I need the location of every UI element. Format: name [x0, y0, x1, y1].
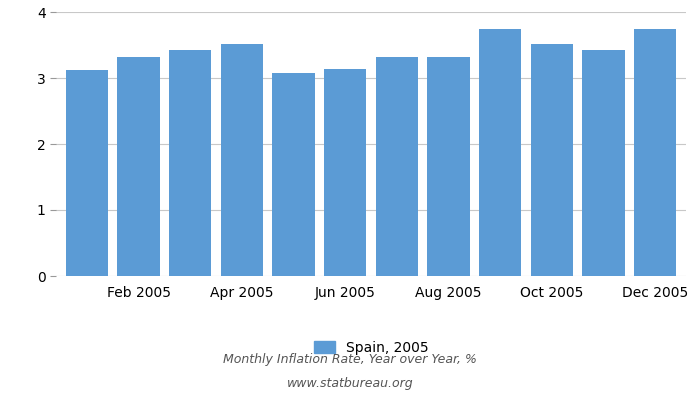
Bar [376, 57, 418, 276]
Text: Monthly Inflation Rate, Year over Year, %: Monthly Inflation Rate, Year over Year, … [223, 354, 477, 366]
Bar [634, 29, 676, 276]
Bar [118, 57, 160, 276]
Bar [324, 69, 366, 276]
Bar [220, 44, 263, 276]
Bar [169, 50, 211, 276]
Bar [427, 57, 470, 276]
Bar [479, 29, 522, 276]
Bar [531, 44, 573, 276]
Bar [582, 50, 624, 276]
Legend: Spain, 2005: Spain, 2005 [314, 341, 428, 355]
Text: www.statbureau.org: www.statbureau.org [287, 378, 413, 390]
Bar [272, 73, 315, 276]
Bar [66, 70, 108, 276]
